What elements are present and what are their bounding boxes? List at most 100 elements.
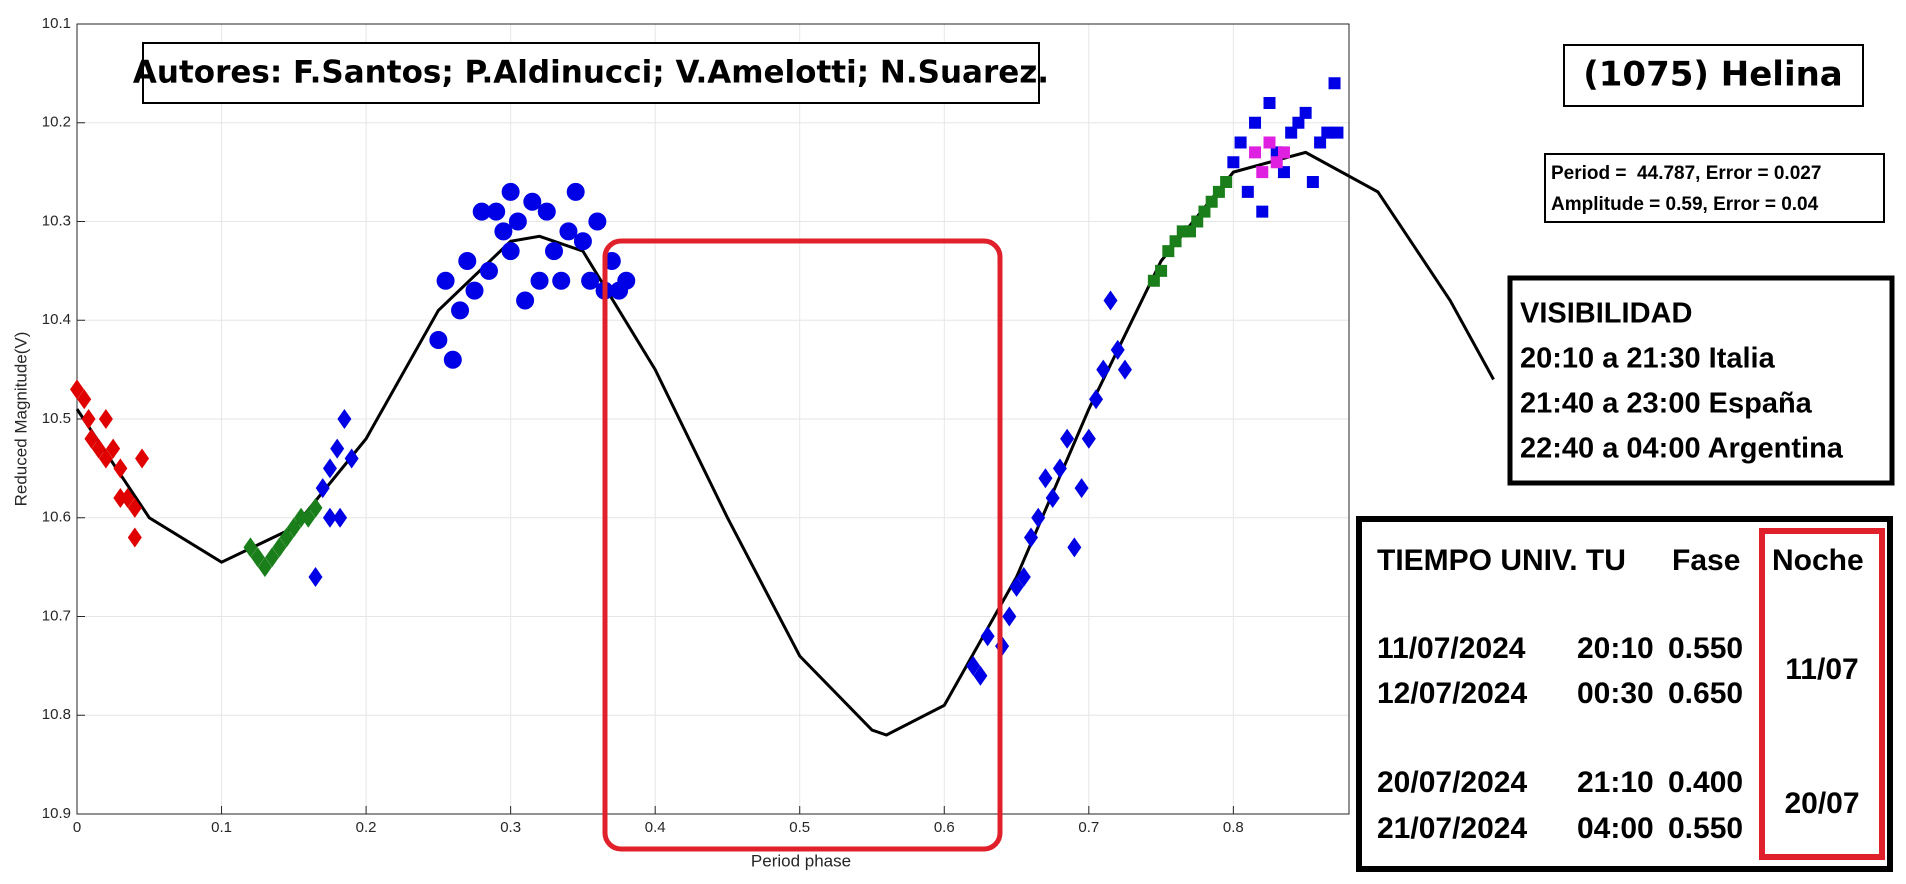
- x-tick-label: 0.2: [356, 819, 377, 836]
- plot-area: 10.1 10.2 10.3 10.4 10.5 10.6 10.7 10.8 10.90 0.1…: [42, 15, 1495, 836]
- point: [1096, 359, 1111, 380]
- point: [1314, 136, 1327, 149]
- point: [559, 222, 578, 241]
- point: [1147, 274, 1160, 287]
- point: [573, 232, 592, 251]
- period-text: Period = 44.787, Error = 0.027: [1551, 163, 1821, 184]
- point: [1299, 106, 1312, 119]
- table-cell: 0.400: [1668, 766, 1743, 799]
- point: [322, 458, 337, 479]
- point: [1038, 468, 1053, 489]
- point: [523, 192, 542, 211]
- point: [1256, 166, 1269, 179]
- x-tick-label: 0.6: [934, 819, 955, 836]
- point: [127, 497, 142, 518]
- point: [1024, 527, 1038, 548]
- authors-box: [142, 42, 1040, 104]
- y-tick-label: 10.3: [42, 212, 71, 229]
- point: [1321, 126, 1334, 139]
- table-cell: 04:00: [1577, 812, 1654, 845]
- point: [1256, 205, 1269, 218]
- point: [1067, 537, 1082, 558]
- point: [1155, 264, 1168, 277]
- point: [272, 537, 287, 558]
- point: [566, 182, 585, 201]
- point: [487, 202, 506, 221]
- table-header: TIEMPO UNIV. TU: [1377, 544, 1626, 577]
- point: [1220, 176, 1233, 188]
- point: [1103, 290, 1118, 311]
- point: [1227, 156, 1240, 169]
- table-cell: 20/07/2024: [1377, 766, 1527, 799]
- point: [1277, 146, 1290, 159]
- point: [1002, 606, 1017, 627]
- y-tick-label: 10.9: [42, 805, 71, 822]
- point: [84, 428, 99, 449]
- y-tick-label: 10.2: [42, 114, 71, 131]
- x-tick-label: 0.5: [789, 819, 810, 836]
- point: [458, 252, 477, 270]
- point: [1169, 235, 1182, 248]
- point: [250, 547, 265, 568]
- table-night: 20/07: [1784, 787, 1859, 820]
- point: [494, 222, 513, 241]
- point: [1089, 389, 1104, 410]
- point: [552, 271, 571, 290]
- table-cell: 12/07/2024: [1377, 677, 1527, 710]
- point: [465, 281, 484, 300]
- point: [617, 271, 636, 290]
- table-cell: 11/07/2024: [1377, 632, 1526, 665]
- table-header: Noche: [1772, 544, 1864, 577]
- point: [451, 301, 470, 320]
- point: [1045, 488, 1060, 508]
- point: [1052, 458, 1067, 479]
- point: [135, 448, 150, 469]
- point: [1205, 195, 1218, 208]
- point: [337, 409, 352, 429]
- y-axis-label: Reduced Magnitude(V): [11, 332, 30, 507]
- point: [479, 261, 498, 280]
- table: TIEMPO UNIV. TU Fase Noche 11/07/2024 20:10 0…: [1377, 544, 1864, 845]
- x-tick-label: 0.7: [1078, 819, 1099, 836]
- point: [308, 497, 323, 518]
- point: [308, 567, 323, 587]
- table-cell: 21:10: [1577, 766, 1654, 799]
- point: [1249, 116, 1262, 129]
- point: [1270, 156, 1283, 169]
- point: [1162, 245, 1175, 258]
- point: [980, 626, 995, 647]
- point: [279, 527, 294, 548]
- point: [333, 507, 348, 528]
- y-tick-label: 10.8: [42, 706, 71, 723]
- point: [301, 507, 316, 528]
- object-box: [1563, 44, 1864, 107]
- point: [113, 458, 128, 479]
- authors: Autores: F.Santos; P.Aldinucci; V.Amelot…: [133, 55, 1049, 91]
- point: [472, 202, 491, 221]
- point: [1212, 185, 1225, 198]
- visibility-line: 22:40 a 04:00 Argentina: [1520, 433, 1844, 465]
- point: [1263, 97, 1276, 109]
- point: [1191, 215, 1204, 228]
- point: [81, 409, 96, 429]
- x-axis-label: Period phase: [751, 851, 851, 870]
- table-box: [1356, 516, 1893, 872]
- point: [344, 448, 359, 469]
- object-name: (1075) Helina: [1583, 55, 1843, 95]
- point: [315, 478, 330, 499]
- point: [973, 665, 988, 686]
- x-tick-label: 0.8: [1223, 819, 1244, 836]
- point: [1263, 136, 1276, 149]
- point: [1117, 359, 1132, 380]
- point: [1277, 166, 1290, 179]
- point: [1306, 176, 1319, 188]
- point: [1031, 507, 1046, 528]
- point: [545, 242, 563, 261]
- point: [1184, 225, 1196, 238]
- y-tick-label: 10.6: [42, 509, 71, 526]
- point: [106, 438, 121, 459]
- point: [91, 438, 106, 459]
- point: [1198, 205, 1211, 218]
- table-night: 11/07: [1785, 653, 1858, 686]
- visibility-line: 20:10 a 21:30 Italia: [1520, 343, 1776, 375]
